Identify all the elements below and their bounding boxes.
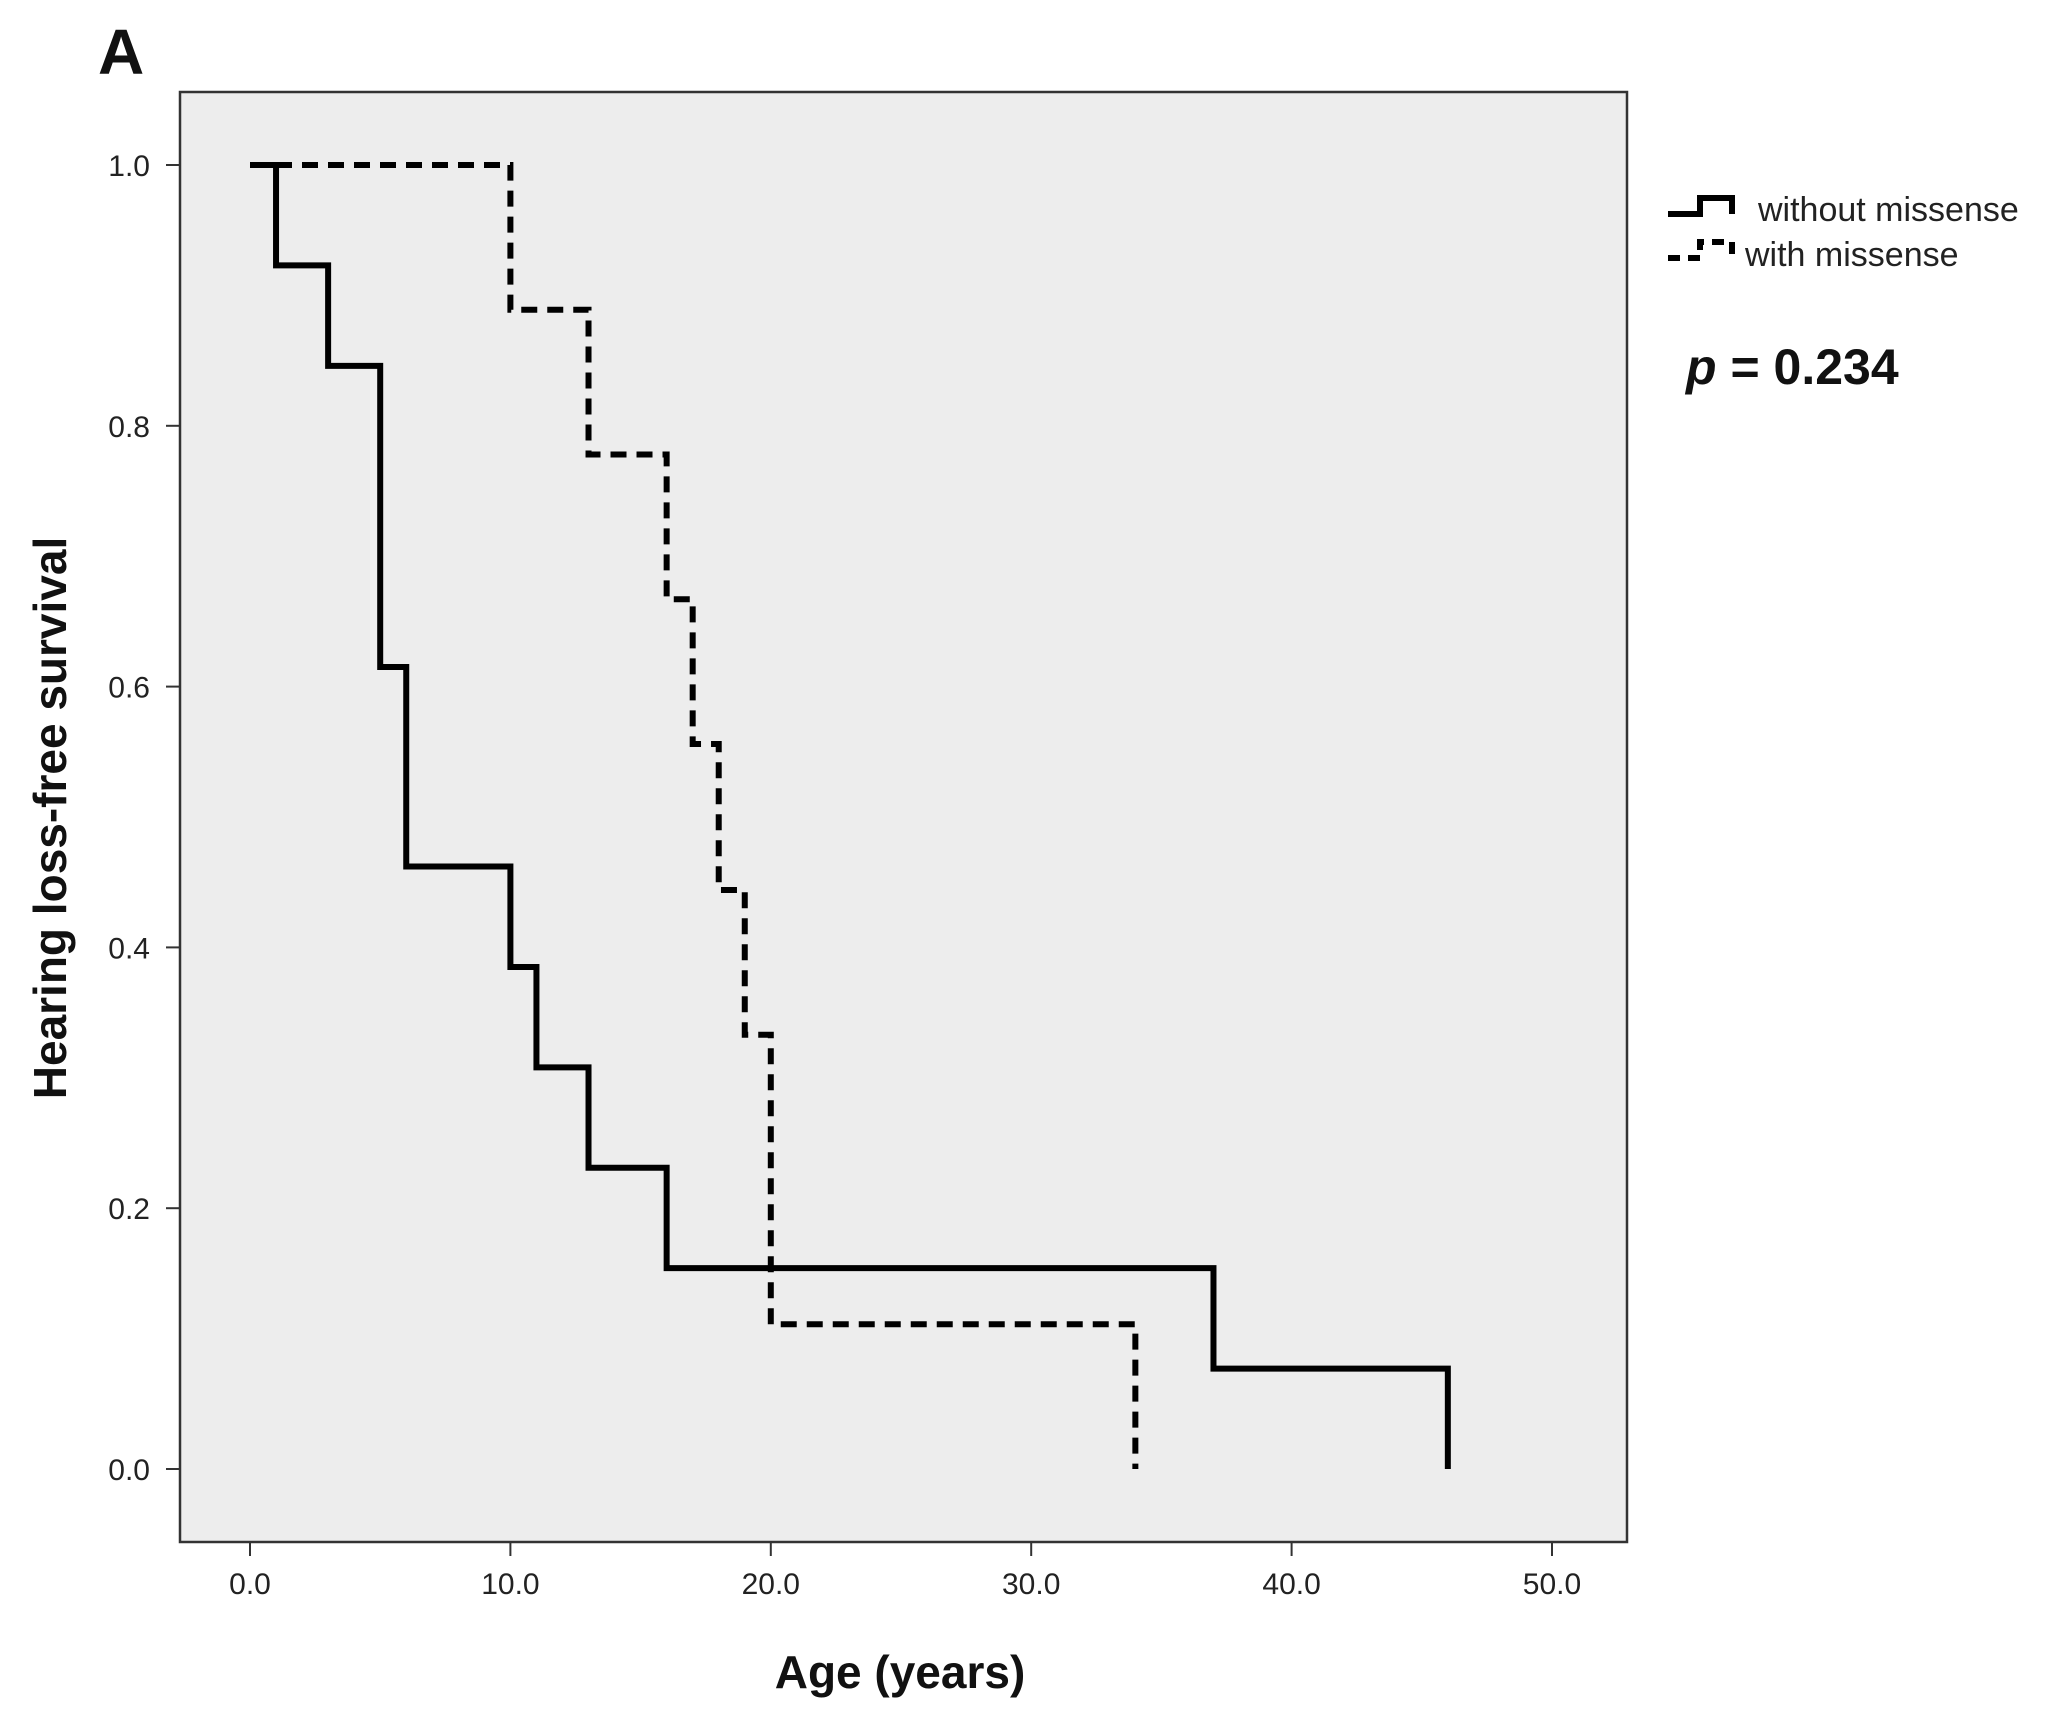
- p-value-text: = 0.234: [1717, 339, 1899, 395]
- p-value-annotation: p = 0.234: [1684, 339, 1899, 395]
- series-layer: [250, 162, 1451, 1469]
- p-symbol: p: [1684, 339, 1717, 395]
- series-line-with-missense: [250, 162, 1139, 1469]
- plot-area: [178, 90, 1629, 1544]
- y-axis-title: Hearing loss-free survival: [24, 537, 76, 1099]
- y-tick-label: 0.6: [108, 672, 150, 705]
- panel-label: A: [98, 16, 144, 88]
- legend-label-with-missense: with missense: [1744, 236, 1959, 274]
- y-tick-label: 1.0: [108, 150, 150, 183]
- x-tick-label: 0.0: [229, 1568, 271, 1601]
- x-axis: 0.0 10.0 20.0 30.0 40.0 50.0: [229, 1542, 1581, 1601]
- x-tick-label: 20.0: [742, 1568, 800, 1601]
- y-tick-label: 0.4: [108, 932, 150, 965]
- x-tick-label: 50.0: [1523, 1568, 1581, 1601]
- legend-swatch-with-missense: [1668, 239, 1735, 261]
- y-tick-label: 0.0: [108, 1454, 150, 1487]
- x-tick-label: 40.0: [1262, 1568, 1320, 1601]
- series-line-without-missense: [250, 162, 1451, 1469]
- legend: without missense with missense: [1668, 191, 2019, 274]
- x-tick-label: 30.0: [1002, 1568, 1060, 1601]
- x-axis-title: Age (years): [775, 1646, 1026, 1698]
- y-tick-label: 0.2: [108, 1193, 150, 1226]
- y-tick-label: 0.8: [108, 411, 150, 444]
- y-axis: 0.0 0.2 0.4 0.6 0.8 1.0: [108, 150, 180, 1487]
- legend-label-without-missense: without missense: [1757, 191, 2019, 229]
- legend-swatch-without-missense: [1668, 195, 1735, 217]
- x-tick-label: 10.0: [481, 1568, 539, 1601]
